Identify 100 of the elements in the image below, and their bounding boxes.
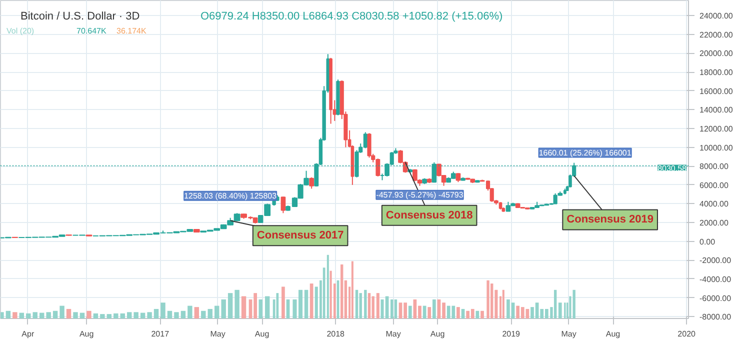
bar [390,299,394,318]
candlestick [309,176,314,190]
y-tick-label: 8000.00 [700,162,729,172]
annotation: Consensus 2017 [256,230,344,242]
bar [73,312,78,318]
bar [502,290,504,318]
bar [32,312,38,318]
y-tick-label: 2000.00 [700,218,729,228]
x-tick-label: Aug [606,330,620,338]
text: O6979.24 H8350.00 L6864.93 C8030.58 +1050.82 (+15.06%) [200,10,503,22]
bar [228,293,233,318]
bar [80,312,85,318]
bar [26,313,31,318]
x-tick-label: 2017 [151,330,170,338]
y-tick-label: 16000.00 [700,86,734,96]
bar [372,296,374,318]
bar [241,296,246,318]
bar [214,306,220,318]
bar [39,312,44,318]
y-tick-label: 0.00 [700,237,716,246]
bar [364,290,367,318]
bar [282,286,285,318]
x-tick-label: 2019 [502,330,521,338]
bar [408,306,412,318]
x-tick-label: Aug [254,330,270,338]
bar [326,254,329,318]
bar [258,299,262,318]
y-tick-label: -6000.00 [700,294,732,303]
bar [234,290,240,318]
candlestick [367,132,372,158]
bar [126,312,132,318]
bar [114,313,118,318]
y-tick-label: -4000.00 [700,274,732,284]
bar [208,308,212,318]
bar [394,299,398,318]
bar [106,314,112,318]
y-tick-label: 24000.00 [700,12,734,21]
bar [194,307,200,318]
x-tick-label: May [561,330,576,338]
bar [52,310,58,318]
bar [6,310,11,318]
bar [368,293,371,318]
bar [154,308,159,318]
y-tick-label: -8000.00 [700,312,732,322]
bar [147,312,152,318]
bar [60,306,64,318]
bar [12,312,18,318]
bar [0,312,4,318]
text: Vol (20) [6,26,34,36]
y-tick-label: 6000.00 [700,180,729,190]
bar [221,299,226,318]
bar [140,312,146,318]
bar [66,308,72,318]
bar [304,290,308,318]
bar [160,302,166,318]
bar [340,264,344,318]
bar [376,293,380,318]
x-tick-label: Aug [430,330,445,338]
bar [558,302,562,318]
text: Bitcoin / U.S. Dollar · 3D [20,10,140,22]
annotation: 1660.01 (25.26%) 166001 [538,148,632,158]
y-tick-label: 20000.00 [700,49,734,58]
bar [480,310,484,318]
bar [46,312,51,318]
bar [355,290,358,318]
annotation: Consensus 2019 [566,214,654,226]
bar [490,284,494,318]
bar [188,306,192,318]
bar [100,314,105,318]
y-tick-label: 4000.00 [700,200,729,209]
y-tick-label: 10000.00 [700,143,734,152]
annotation: -457.93 (-5.27%) -45793 [376,190,464,200]
annotation: 1258.03 (68.40%) 125803 [184,191,278,200]
x-tick-label: May [210,330,226,338]
y-tick-label: -2000.00 [700,256,732,266]
x-tick-label: 2020 [678,330,696,338]
y-tick-label: 18000.00 [700,68,734,78]
bar [134,312,138,318]
bar [554,290,557,318]
candlestick [280,196,286,214]
bar [432,299,436,318]
bar [264,296,270,318]
bar [86,310,92,318]
bar [201,310,206,318]
x-tick-label: 2018 [326,330,346,338]
bar [120,313,125,318]
bar [572,290,576,318]
y-tick-label: 22000.00 [700,30,734,40]
annotation: 70.647K [76,26,107,36]
annotation: Consensus 2018 [386,209,473,222]
ref-line-label: 8030.58 [658,164,688,173]
x-tick-label: May [386,330,401,338]
x-tick-label: Aug [79,330,94,338]
bar [351,261,354,318]
y-tick-label: 12000.00 [700,124,734,134]
bar [330,270,332,318]
y-tick-label: 14000.00 [700,106,734,115]
bar [167,310,172,318]
bar [180,310,186,318]
bar [456,307,460,318]
